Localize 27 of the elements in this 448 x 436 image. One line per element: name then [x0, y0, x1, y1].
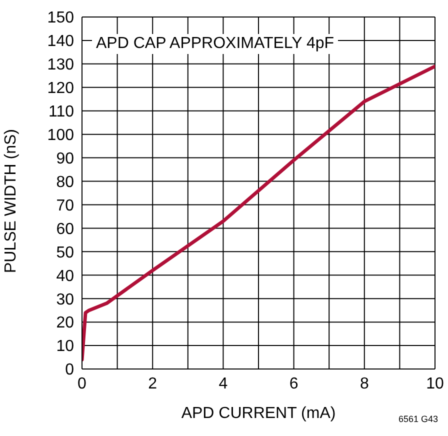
y-tick-label: 0 [65, 362, 74, 379]
y-tick-label: 80 [56, 174, 74, 191]
y-tick-label: 70 [56, 197, 74, 214]
line-series [82, 64, 435, 362]
y-tick-label: 40 [56, 268, 74, 285]
x-tick-label: 2 [148, 375, 158, 392]
y-tick-label: 60 [56, 220, 74, 238]
y-tick-label: 20 [56, 314, 74, 332]
y-tick-label: 30 [56, 291, 74, 308]
y-tick-label: 50 [56, 244, 74, 262]
x-tick-label: 0 [78, 375, 87, 392]
y-tick-label: 100 [47, 127, 74, 144]
y-tick-label: 10 [56, 338, 74, 356]
annotation: APD CAP APPROXIMATELY 4pF [92, 34, 338, 54]
y-tick-label: 130 [47, 56, 74, 74]
x-tick-label: 10 [426, 375, 444, 392]
y-tick-label: 120 [47, 80, 74, 98]
y-axis-title: PULSE WIDTH (nS) [2, 128, 20, 273]
x-tick-label: 4 [218, 375, 228, 392]
x-tick-label: 8 [360, 375, 369, 392]
y-tick-label: 110 [48, 104, 74, 121]
x-tick-label: 6 [289, 375, 298, 392]
y-tick-label: 90 [56, 150, 74, 168]
x-axis-title: APD CURRENT (mA) [181, 405, 336, 422]
y-tick-label: 140 [47, 33, 74, 50]
text: 6561 G43 [398, 414, 438, 424]
y-tick-label: 150 [47, 10, 74, 27]
